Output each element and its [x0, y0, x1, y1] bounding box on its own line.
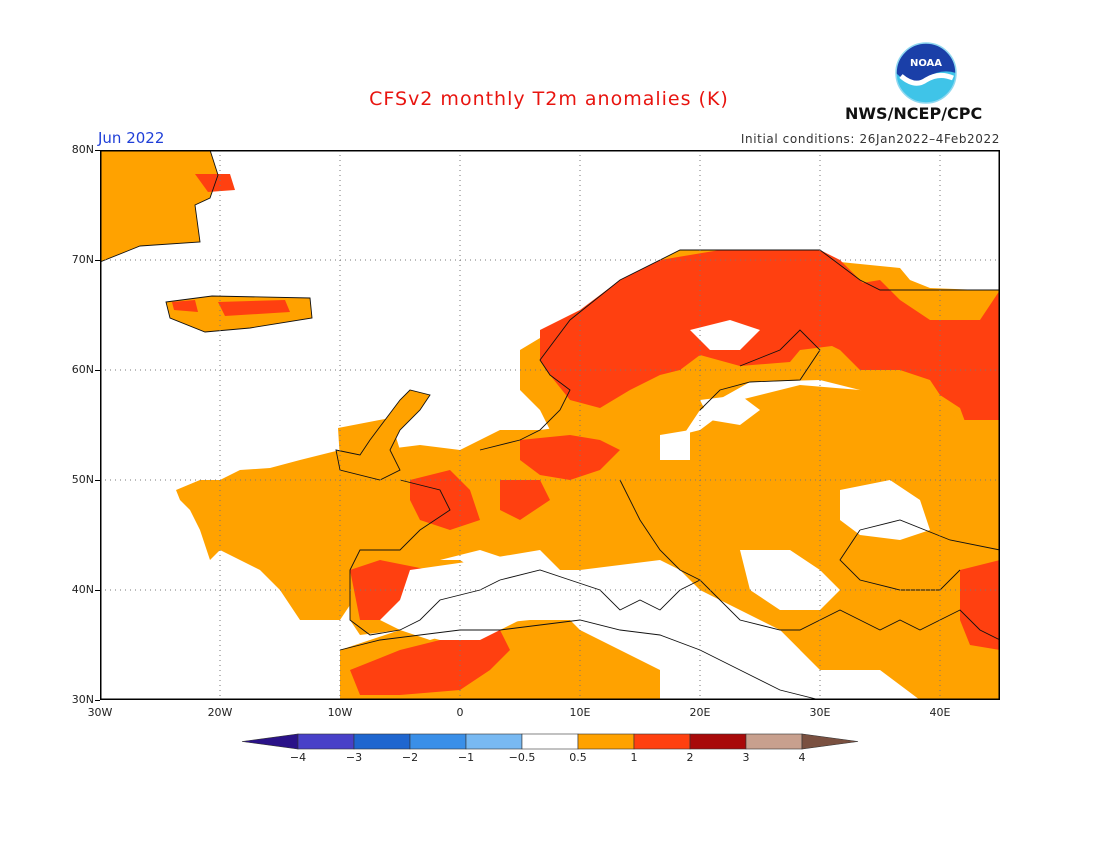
colorbar-tick-label: −4 [290, 751, 306, 764]
map-title: CFSv2 monthly T2m anomalies (K) [369, 88, 729, 110]
lat-tick-mark [95, 260, 100, 261]
colorbar-tick-label: 3 [743, 751, 750, 764]
lat-tick-mark [95, 370, 100, 371]
colorbar-tick-label: 4 [799, 751, 806, 764]
agency-label: NWS/NCEP/CPC [845, 104, 983, 123]
lon-tick-label: 40E [929, 706, 951, 719]
lon-tick-label: 30E [809, 706, 831, 719]
colorbar-tick-label: −1 [458, 751, 474, 764]
colorbar-high-extend [801, 733, 859, 750]
lon-tick-label: 0 [456, 706, 464, 719]
colorbar-bin [465, 733, 523, 750]
lat-tick-label: 50N [71, 473, 94, 486]
lat-tick-label: 80N [71, 143, 94, 156]
lat-tick-mark [95, 150, 100, 151]
graticule [100, 150, 1000, 700]
map-frame [100, 150, 1000, 700]
lon-tick-label: 20E [689, 706, 711, 719]
noaa-logo-icon: NOAA [895, 42, 957, 104]
colorbar-bin [577, 733, 635, 750]
anomaly-fill [100, 150, 1000, 700]
lat-tick-label: 60N [71, 363, 94, 376]
initial-conditions: Initial conditions: 26Jan2022–4Feb2022 [740, 132, 1000, 146]
colorbar-tick-label: 2 [687, 751, 694, 764]
lon-tick-label: 20W [207, 706, 233, 719]
lon-tick-label: 10E [569, 706, 591, 719]
lat-tick-mark [95, 590, 100, 591]
colorbar-bin [745, 733, 803, 750]
lat-tick-mark [95, 700, 100, 701]
colorbar-bin [353, 733, 411, 750]
colorbar-bin [689, 733, 747, 750]
lon-tick-label: 10W [327, 706, 353, 719]
colorbar-tick-label: 0.5 [569, 751, 587, 764]
forecast-month: Jun 2022 [98, 129, 165, 147]
colorbar-low-extend [241, 733, 299, 750]
colorbar-bin [633, 733, 691, 750]
colorbar-bin [521, 733, 579, 750]
colorbar: −4 −3 −2 −1 −0.5 0.5 1 2 3 4 [241, 733, 859, 764]
lat-tick-label: 70N [71, 253, 94, 266]
lat-tick-label: 40N [71, 583, 94, 596]
colorbar-tick-label: −3 [346, 751, 362, 764]
colorbar-tick-label: −0.5 [509, 751, 536, 764]
colorbar-bin [297, 733, 355, 750]
lat-tick-mark [95, 480, 100, 481]
colorbar-tick-label: −2 [402, 751, 418, 764]
colorbar-tick-label: 1 [631, 751, 638, 764]
lon-tick-label: 30W [87, 706, 113, 719]
anomaly-map [100, 150, 1000, 700]
noaa-logo-text: NOAA [910, 58, 942, 69]
lat-tick-label: 30N [71, 693, 94, 706]
colorbar-bin [409, 733, 467, 750]
